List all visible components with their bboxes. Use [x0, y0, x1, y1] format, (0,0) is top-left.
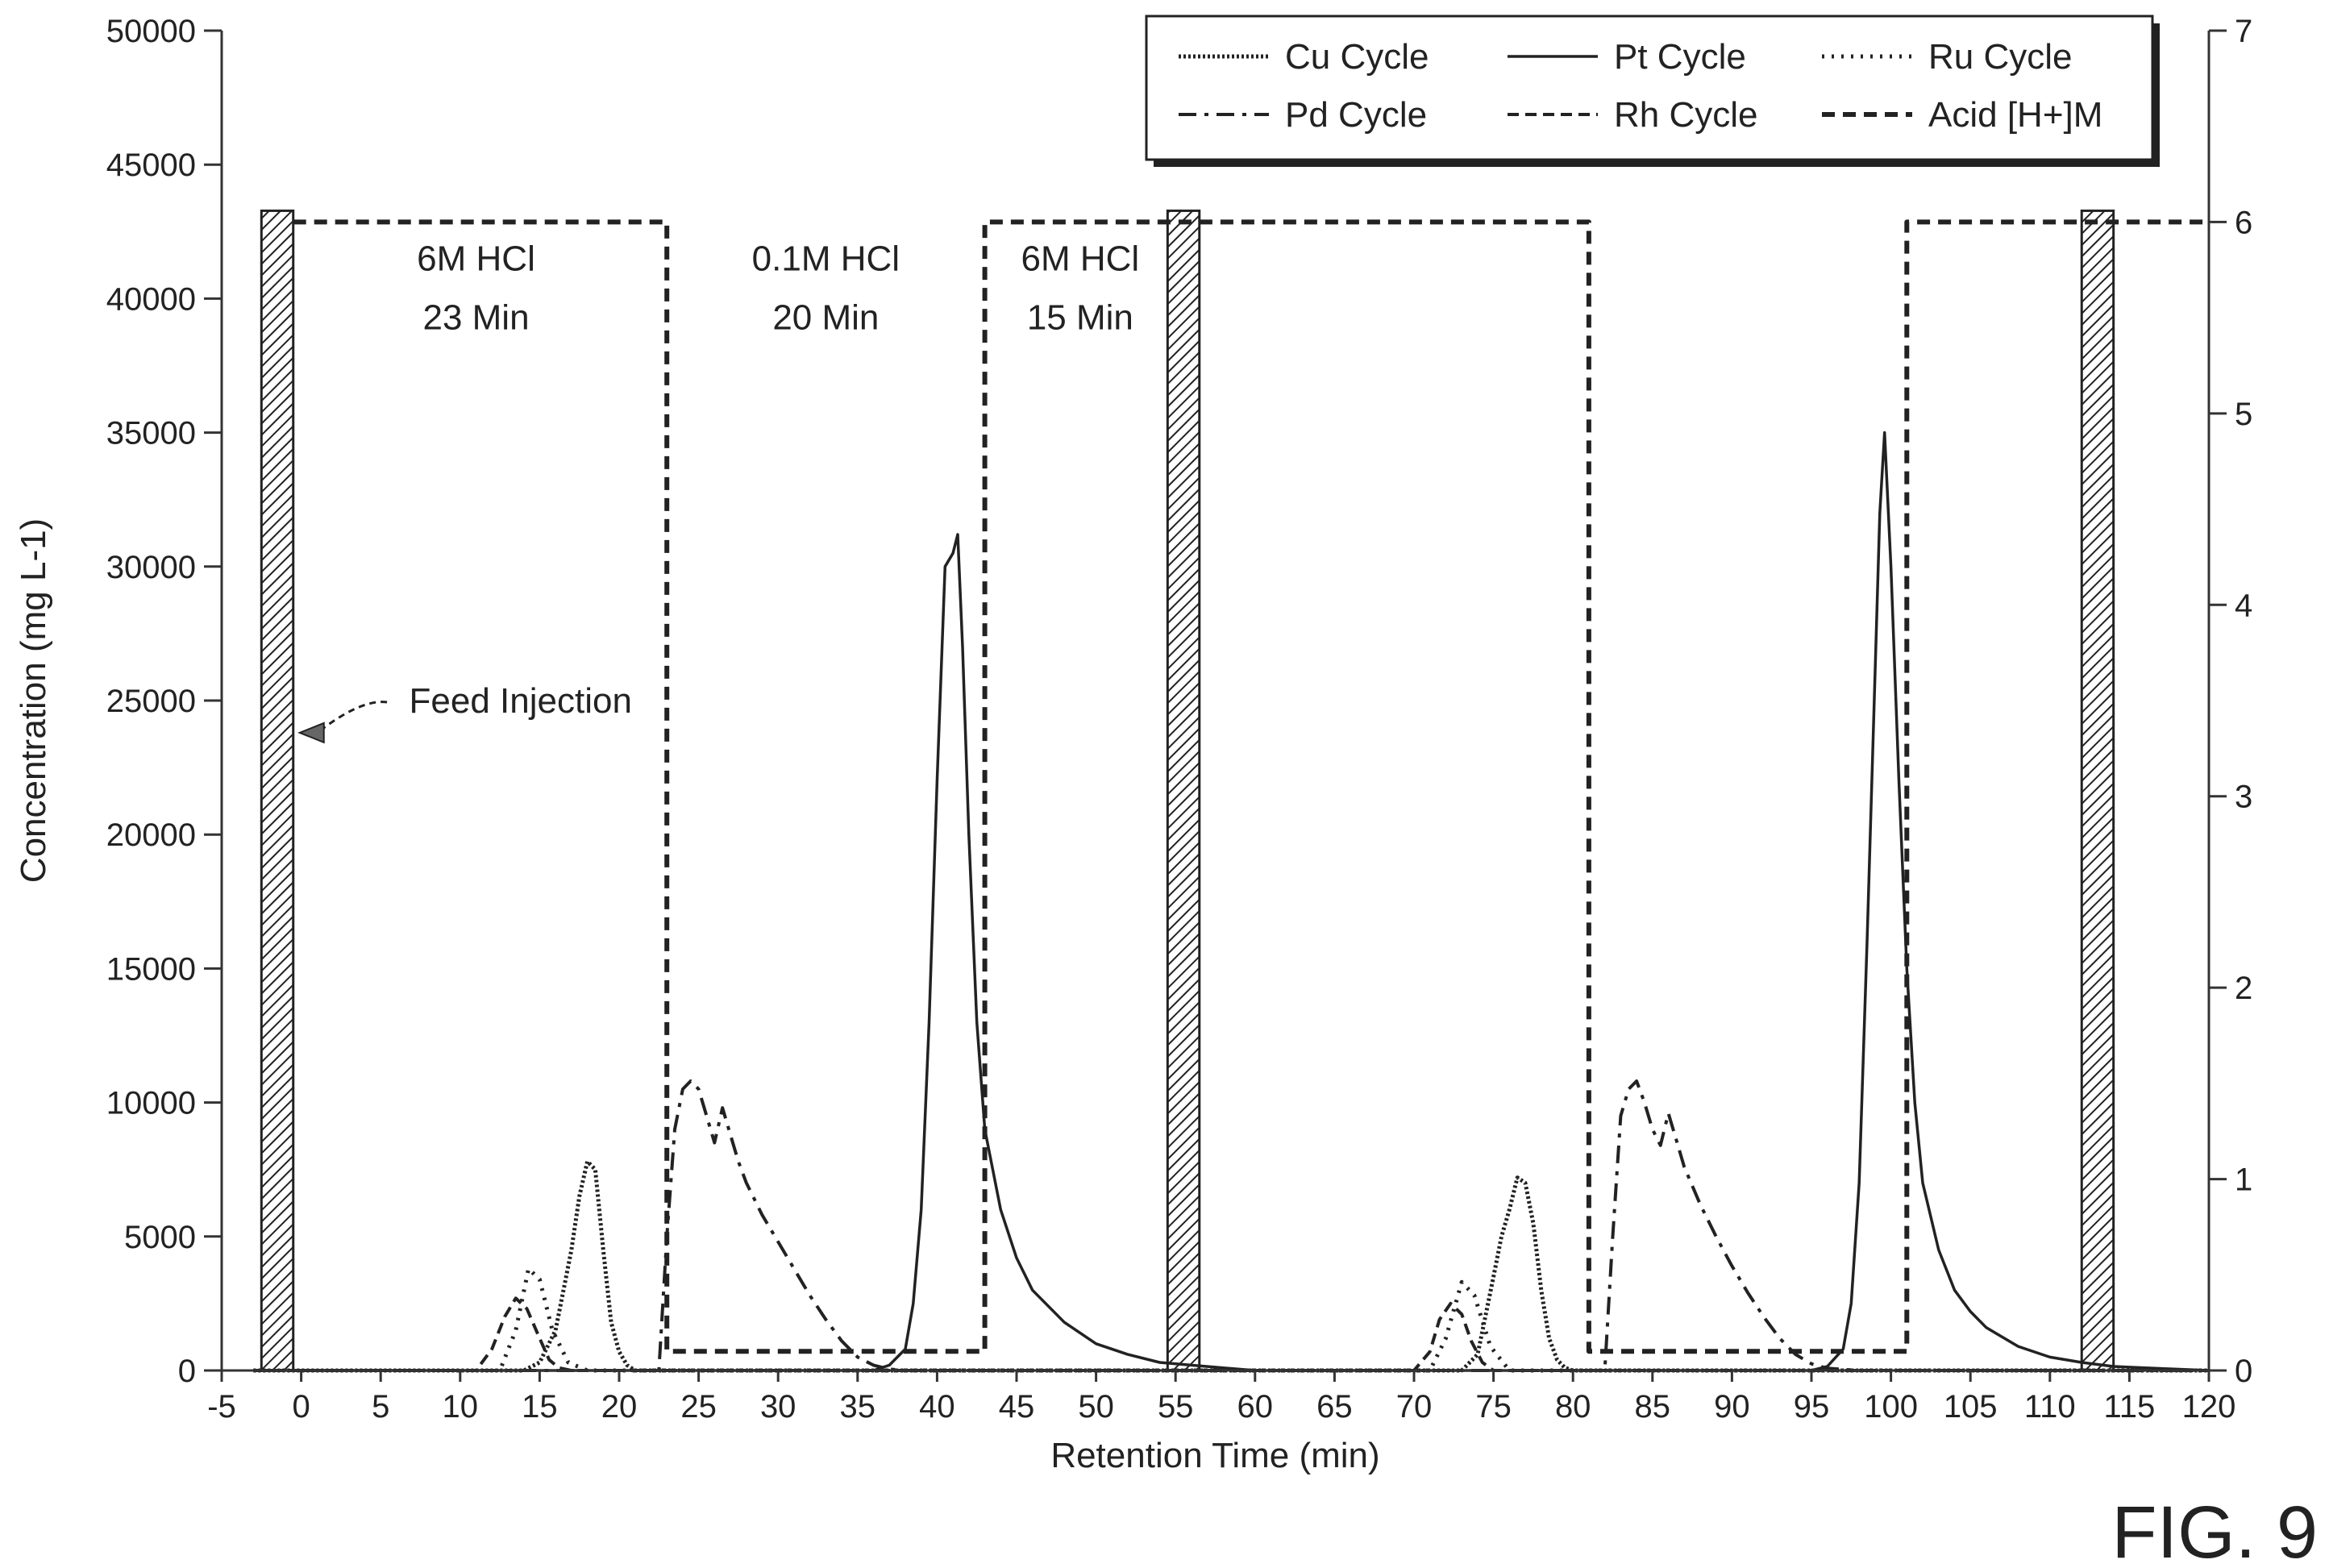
feed-injection-arrowhead: [297, 722, 325, 744]
y-tick-label: 10000: [106, 1086, 196, 1121]
figure-label: FIG. 9: [2111, 1491, 2318, 1568]
series-line-1: [253, 1159, 2209, 1373]
y-tick-label: 0: [178, 1354, 196, 1389]
feed-injection-bar-3: [2080, 209, 2115, 1372]
series-line-5: [253, 1296, 2209, 1372]
y-tick-label: 30000: [106, 550, 196, 585]
legend-label: Cu Cycle: [1285, 37, 1429, 77]
y-tick-label: 35000: [106, 416, 196, 451]
x-tick-label: 105: [1944, 1389, 1998, 1425]
acid-region-label: 6M HCl: [417, 239, 535, 279]
series-line-6: [293, 219, 2209, 1354]
legend-label: Ru Cycle: [1928, 37, 2073, 77]
y2-tick-label: 2: [2235, 971, 2252, 1006]
x-tick-label: 60: [1237, 1389, 1274, 1425]
x-tick-label: 65: [1316, 1389, 1353, 1425]
series-line-4: [253, 1079, 2209, 1372]
x-tick-label: 45: [999, 1389, 1035, 1425]
x-tick-label: 0: [292, 1389, 310, 1425]
legend-box: [1145, 15, 2154, 161]
legend-label: Pt Cycle: [1614, 37, 1746, 77]
x-tick-label: 90: [1714, 1389, 1750, 1425]
y2-tick-label: 6: [2235, 205, 2252, 240]
x-tick-label: 115: [2104, 1389, 2156, 1425]
feed-injection-arrow: [316, 701, 388, 734]
x-tick-label: 30: [760, 1389, 796, 1425]
x-tick-label: 70: [1396, 1389, 1433, 1425]
x-tick-label: 25: [680, 1389, 717, 1425]
x-tick-label: 5: [372, 1389, 389, 1425]
x-tick-label: 80: [1555, 1389, 1591, 1425]
y-tick-label: 45000: [106, 148, 196, 183]
series-line-3: [253, 1266, 2209, 1373]
x-tick-label: 95: [1794, 1389, 1830, 1425]
acid-region-label: 15 Min: [1027, 298, 1133, 338]
acid-region-label: 23 Min: [422, 298, 529, 338]
x-tick-label: 120: [2182, 1389, 2236, 1425]
x-tick-label: 10: [443, 1389, 479, 1425]
x-tick-label: 35: [840, 1389, 876, 1425]
y-tick-label: 50000: [106, 14, 196, 49]
x-tick-label: 85: [1635, 1389, 1671, 1425]
y2-tick-label: 3: [2235, 780, 2252, 815]
y-tick-label: 25000: [106, 684, 196, 719]
legend-label: Rh Cycle: [1614, 95, 1758, 135]
acid-region-label: 0.1M HCl: [752, 239, 900, 279]
x-tick-label: 110: [2024, 1389, 2076, 1425]
x-tick-label: 75: [1475, 1389, 1512, 1425]
x-tick-label: 50: [1078, 1389, 1114, 1425]
y2-tick-label: 5: [2235, 397, 2252, 432]
x-tick-label: 20: [601, 1389, 638, 1425]
acid-region-label: 20 Min: [772, 298, 879, 338]
y-tick-label: 20000: [106, 817, 196, 853]
legend-label: Pd Cycle: [1285, 95, 1427, 135]
x-tick-label: 55: [1158, 1389, 1194, 1425]
x-tick-label: 40: [919, 1389, 955, 1425]
y-axis-title: Concentration (mg L-1): [14, 518, 53, 883]
y2-tick-label: 7: [2235, 14, 2252, 49]
legend-label: Acid [H+]M: [1928, 95, 2102, 135]
y-tick-label: 40000: [106, 281, 196, 317]
y2-tick-label: 0: [2235, 1354, 2252, 1389]
feed-injection-bar-1: [260, 209, 295, 1372]
feed-injection-label: Feed Injection: [410, 681, 632, 721]
y-tick-label: 15000: [106, 951, 196, 987]
series-line-2: [253, 430, 2210, 1372]
y2-tick-label: 1: [2235, 1162, 2252, 1198]
feed-injection-bar-2: [1166, 209, 1201, 1372]
x-tick-label: 100: [1864, 1389, 1918, 1425]
acid-region-label: 6M HCl: [1021, 239, 1140, 279]
y2-tick-label: 4: [2235, 588, 2252, 623]
y-tick-label: 5000: [124, 1220, 196, 1255]
x-axis-title: Retention Time (min): [1050, 1436, 1379, 1475]
x-tick-label: 15: [522, 1389, 558, 1425]
x-tick-label: -5: [207, 1389, 236, 1425]
